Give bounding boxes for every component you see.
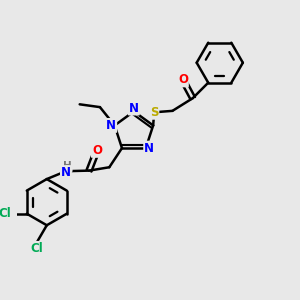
Text: N: N: [144, 142, 154, 154]
Text: O: O: [178, 74, 188, 86]
Text: N: N: [61, 166, 71, 179]
Text: N: N: [106, 119, 116, 132]
Text: H: H: [63, 161, 72, 171]
Text: S: S: [150, 106, 158, 119]
Text: Cl: Cl: [31, 242, 43, 255]
Text: N: N: [129, 101, 139, 115]
Text: Cl: Cl: [0, 207, 11, 220]
Text: O: O: [92, 144, 102, 157]
